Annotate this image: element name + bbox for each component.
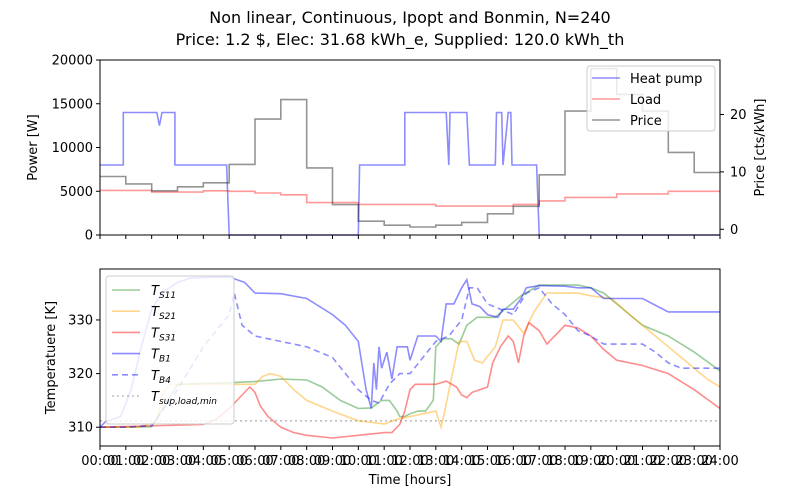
- series-t-s31-line: [99, 321, 721, 439]
- power-y-tick-label: 20000: [52, 54, 93, 69]
- temperature-panel: 310 320 330 00:0001:0002:0003:0004:0005:00…: [44, 268, 739, 488]
- legend-t-s21-label: TS21: [151, 305, 176, 322]
- power-y-tick-label: 0: [85, 229, 93, 244]
- time-x-tick-label: 23:00: [675, 454, 712, 469]
- power-panel: 0 5000 10000 15000 20000 0 10 20 Power [W] Pri…: [26, 54, 768, 244]
- time-x-tick-label: 00:00: [81, 454, 118, 469]
- time-x-tick-label: 14:00: [443, 454, 480, 469]
- power-x-ticks: [99, 235, 721, 239]
- legend-t-b4-label: TB4: [151, 369, 171, 386]
- temperature-y-axis-label: Temperatuere [K]: [44, 301, 59, 415]
- figure-title-line1: Non linear, Continuous, Ipopt and Bonmin…: [209, 8, 610, 27]
- legend-t-b1-label: TB1: [151, 348, 171, 365]
- time-x-tick-label: 01:00: [107, 454, 144, 469]
- time-x-tick-label: 07:00: [262, 454, 299, 469]
- time-x-tick-label: 11:00: [365, 454, 402, 469]
- time-x-tick-label: 18:00: [546, 454, 583, 469]
- series-t-b4-line: [100, 286, 720, 429]
- time-x-tick-label: 03:00: [159, 454, 196, 469]
- power-y-tick-label: 10000: [52, 141, 93, 156]
- temperature-legend-entries: TS11 TS21 TS31 TB1 TB4 Tsup,load,min: [112, 284, 217, 407]
- time-x-tick-label: 05:00: [210, 454, 247, 469]
- legend-t-s11-label: TS11: [151, 284, 176, 301]
- price-y-ticks: 0 10 20: [720, 108, 747, 238]
- time-x-tick-label: 17:00: [520, 454, 557, 469]
- power-y-ticks: 0 5000 10000 15000 20000: [52, 54, 100, 244]
- power-y-tick-label: 15000: [52, 97, 93, 112]
- temperature-y-tick-label: 310: [68, 421, 93, 436]
- legend-t-s31-label: TS31: [151, 326, 176, 343]
- temperature-legend: TS11 TS21 TS31 TB1 TB4 Tsup,load,min: [105, 275, 235, 425]
- temperature-y-tick-label: 330: [68, 313, 93, 328]
- time-x-tick-label: 10:00: [340, 454, 377, 469]
- series-load-line: [100, 189, 720, 207]
- legend-t-sup-load-min-label: Tsup,load,min: [151, 390, 217, 407]
- legend-price-label: Price: [630, 114, 662, 129]
- time-x-tick-label: 13:00: [417, 454, 454, 469]
- time-x-tick-label: 24:00: [701, 454, 738, 469]
- temperature-y-tick-label: 320: [68, 367, 93, 382]
- time-x-tick-label: 19:00: [572, 454, 609, 469]
- series-t-s11-line: [100, 284, 721, 429]
- time-x-tick-label: 09:00: [314, 454, 351, 469]
- power-legend: Heat pump Load Price: [586, 65, 716, 132]
- price-y-tick-label: 0: [730, 223, 738, 238]
- temperature-legend-box: [105, 275, 235, 425]
- power-y-tick-label: 5000: [60, 185, 93, 200]
- time-x-tick-label: 06:00: [236, 454, 273, 469]
- time-x-axis-label: Time [hours]: [368, 473, 452, 488]
- time-x-tick-label: 20:00: [598, 454, 635, 469]
- time-x-ticks: 00:0001:0002:0003:0004:0005:0006:0007:00…: [81, 446, 739, 469]
- legend-load-label: Load: [630, 93, 661, 108]
- power-legend-box: [586, 65, 716, 132]
- series-heat-pump-line: [100, 111, 720, 236]
- price-y-tick-label: 10: [730, 165, 747, 180]
- price-y-tick-label: 20: [730, 108, 747, 123]
- time-x-tick-label: 08:00: [288, 454, 325, 469]
- time-x-tick-label: 15:00: [469, 454, 506, 469]
- legend-heat-pump-label: Heat pump: [630, 72, 702, 87]
- price-y-axis-label: Price [cts/kWh]: [753, 98, 768, 196]
- temperature-y-ticks: 310 320 330: [68, 313, 100, 436]
- power-y-axis-label: Power [W]: [26, 114, 41, 180]
- time-x-tick-label: 16:00: [495, 454, 532, 469]
- time-x-tick-label: 02:00: [133, 454, 170, 469]
- series-t-s21-line: [100, 292, 721, 431]
- time-x-tick-label: 12:00: [391, 454, 428, 469]
- time-x-tick-label: 04:00: [185, 454, 222, 469]
- time-x-tick-label: 21:00: [624, 454, 661, 469]
- figure-title-line2: Price: 1.2 $, Elec: 31.68 kWh_e, Supplie…: [176, 30, 625, 50]
- time-x-tick-label: 22:00: [650, 454, 687, 469]
